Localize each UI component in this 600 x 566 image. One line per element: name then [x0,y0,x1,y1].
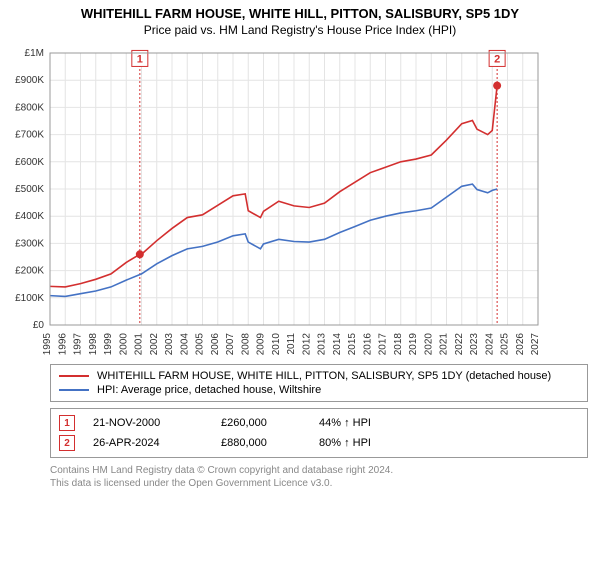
svg-text:2025: 2025 [500,333,511,356]
svg-text:2019: 2019 [408,333,419,356]
legend-row-property: WHITEHILL FARM HOUSE, WHITE HILL, PITTON… [59,369,579,383]
svg-text:£800K: £800K [15,102,44,113]
svg-text:1996: 1996 [57,333,68,356]
svg-text:2018: 2018 [393,333,404,356]
svg-text:1997: 1997 [73,333,84,356]
footer-attribution: Contains HM Land Registry data © Crown c… [50,464,588,490]
svg-text:2000: 2000 [118,333,129,356]
svg-text:£0: £0 [33,320,45,331]
svg-text:£300K: £300K [15,238,44,249]
svg-text:£600K: £600K [15,157,44,168]
sale-change-2: 80% ↑ HPI [319,437,371,449]
svg-text:2002: 2002 [149,333,160,356]
svg-text:2023: 2023 [469,333,480,356]
chart-subtitle: Price paid vs. HM Land Registry's House … [0,23,600,37]
svg-text:2006: 2006 [210,333,221,356]
sale-price-1: £260,000 [221,417,301,429]
svg-text:£900K: £900K [15,75,44,86]
svg-text:£100K: £100K [15,293,44,304]
svg-text:1998: 1998 [88,333,99,356]
svg-text:2009: 2009 [256,333,267,356]
legend-label-hpi: HPI: Average price, detached house, Wilt… [97,384,321,396]
sale-marker-2: 2 [59,435,75,451]
legend-row-hpi: HPI: Average price, detached house, Wilt… [59,383,579,397]
svg-text:2016: 2016 [362,333,373,356]
svg-text:1995: 1995 [42,333,53,356]
svg-text:£400K: £400K [15,211,44,222]
sale-marker-1: 1 [59,415,75,431]
sale-date-2: 26-APR-2024 [93,437,203,449]
svg-text:£700K: £700K [15,130,44,141]
chart-plot: £0 £100K £200K £300K £400K £500K £600K £700K £80… [0,43,600,358]
svg-text:2026: 2026 [515,333,526,356]
sale-row-2: 2 26-APR-2024 £880,000 80% ↑ HPI [59,433,579,453]
svg-text:2004: 2004 [179,333,190,356]
svg-text:2024: 2024 [484,333,495,356]
svg-text:£200K: £200K [15,266,44,277]
svg-text:2008: 2008 [240,333,251,356]
svg-text:1: 1 [137,53,143,65]
svg-text:2010: 2010 [271,333,282,356]
chart-container: WHITEHILL FARM HOUSE, WHITE HILL, PITTON… [0,6,600,566]
svg-text:2003: 2003 [164,333,175,356]
svg-text:2021: 2021 [439,333,450,356]
svg-text:£1M: £1M [25,48,44,59]
svg-text:2005: 2005 [195,333,206,356]
svg-text:2015: 2015 [347,333,358,356]
svg-text:1999: 1999 [103,333,114,356]
sales-table: 1 21-NOV-2000 £260,000 44% ↑ HPI 2 26-AP… [50,408,588,458]
svg-text:2: 2 [494,53,500,65]
legend-swatch-property [59,375,89,377]
legend-label-property: WHITEHILL FARM HOUSE, WHITE HILL, PITTON… [97,370,551,382]
svg-text:2001: 2001 [134,333,145,356]
svg-text:2017: 2017 [378,333,389,356]
svg-text:2013: 2013 [317,333,328,356]
svg-text:£500K: £500K [15,184,44,195]
svg-text:2020: 2020 [423,333,434,356]
svg-text:2012: 2012 [301,333,312,356]
sale-change-1: 44% ↑ HPI [319,417,371,429]
sale-row-1: 1 21-NOV-2000 £260,000 44% ↑ HPI [59,413,579,433]
sale-price-2: £880,000 [221,437,301,449]
sale-date-1: 21-NOV-2000 [93,417,203,429]
svg-text:2027: 2027 [530,333,541,356]
svg-text:2022: 2022 [454,333,465,356]
legend: WHITEHILL FARM HOUSE, WHITE HILL, PITTON… [50,364,588,402]
svg-text:2011: 2011 [286,333,297,355]
line-chart-svg: £0 £100K £200K £300K £400K £500K £600K £700K £80… [0,43,545,358]
svg-text:2007: 2007 [225,333,236,356]
chart-title: WHITEHILL FARM HOUSE, WHITE HILL, PITTON… [0,6,600,21]
svg-text:2014: 2014 [332,333,343,356]
legend-swatch-hpi [59,389,89,391]
